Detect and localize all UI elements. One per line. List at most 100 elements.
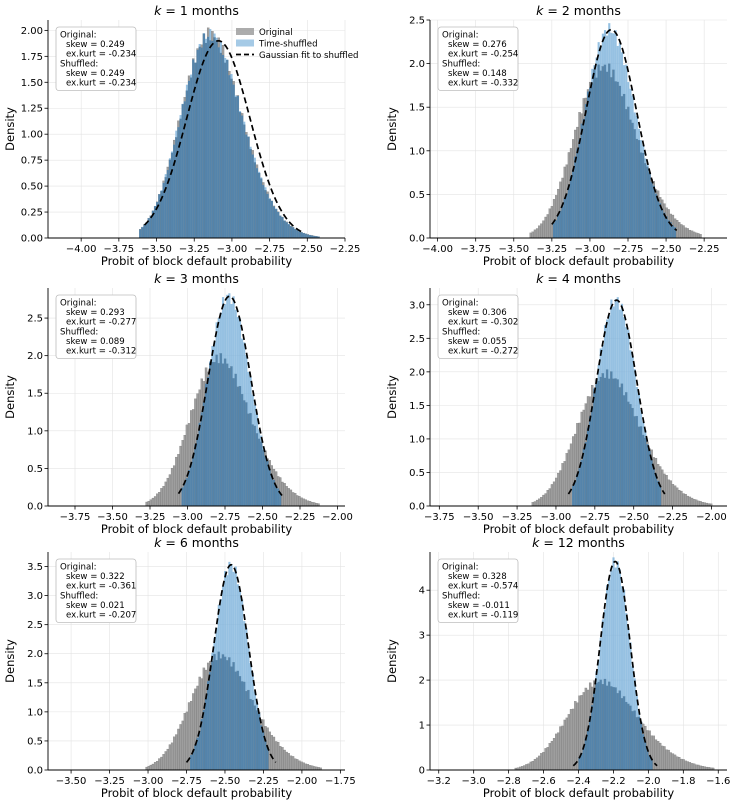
overlap-bar xyxy=(211,40,214,238)
original-bar xyxy=(661,745,664,771)
original-bar xyxy=(546,214,549,239)
overlap-bar xyxy=(260,178,263,238)
gaussian-fit-line xyxy=(567,299,666,495)
overlap-bar xyxy=(209,672,212,770)
original-bar xyxy=(538,225,541,239)
overlap-bar xyxy=(217,363,220,506)
overlap-bar xyxy=(188,80,191,238)
original-bar xyxy=(557,472,560,507)
overlap-bar xyxy=(656,199,660,238)
overlap-bar xyxy=(158,194,161,238)
legend-entry: Original xyxy=(259,28,293,38)
overlap-bar xyxy=(253,162,256,238)
overlap-bar xyxy=(663,212,666,238)
overlap-bar xyxy=(196,49,199,238)
original-bar xyxy=(576,702,579,771)
overlap-bar xyxy=(601,373,604,506)
original-bar xyxy=(540,753,543,771)
shuffled-bar xyxy=(234,566,237,770)
overlap-bar xyxy=(247,413,250,506)
overlap-bar xyxy=(618,690,621,770)
original-bar xyxy=(162,754,165,771)
original-bar xyxy=(678,489,681,507)
x-tick-label: −3.75 xyxy=(104,244,135,255)
overlap-bar xyxy=(565,193,568,238)
overlap-bar xyxy=(637,716,641,770)
original-bar xyxy=(145,501,148,507)
chart-panel-3: −3.75 −3.50 −3.25 −3.00 −2.75 −2.50 −2.25 −2.00… xyxy=(3,271,353,536)
original-bar xyxy=(535,757,539,771)
overlap-bar xyxy=(294,229,297,238)
overlap-bar xyxy=(194,62,197,238)
original-bar xyxy=(527,763,530,771)
x-tick-label: −3.00 xyxy=(217,244,248,255)
overlap-bar xyxy=(595,77,598,238)
original-bar xyxy=(572,708,575,771)
overlap-bar xyxy=(236,386,239,506)
y-tick-label: 0.5 xyxy=(27,736,43,747)
stats-line: skew = 0.249 xyxy=(66,40,125,50)
original-bar xyxy=(544,216,547,239)
x-tick-label: −3.50 xyxy=(498,244,529,255)
overlap-bar xyxy=(620,698,624,770)
original-bar xyxy=(518,766,522,771)
original-bar xyxy=(287,488,290,507)
y-tick-label: 0.0 xyxy=(27,502,43,513)
overlap-bar xyxy=(661,209,664,238)
original-bar xyxy=(569,709,573,771)
overlap-bar xyxy=(557,215,560,238)
overlap-bar xyxy=(228,657,231,770)
overlap-bar xyxy=(234,671,237,770)
overlap-bar xyxy=(614,687,617,770)
original-bar xyxy=(175,456,178,507)
stats-line: skew = 0.249 xyxy=(66,69,125,79)
overlap-bar xyxy=(266,193,269,238)
stats-line: ex.kurt = -0.312 xyxy=(66,347,136,357)
shuffled-bar xyxy=(610,570,613,770)
original-bar xyxy=(304,499,307,507)
original-bar xyxy=(671,753,675,771)
original-bar xyxy=(690,230,694,239)
original-bar xyxy=(548,488,552,507)
y-axis-label: Density xyxy=(3,107,17,151)
overlap-bar xyxy=(274,485,278,506)
overlap-bar xyxy=(591,83,594,239)
y-tick-label: 2.0 xyxy=(409,367,425,378)
overlap-bar xyxy=(255,710,259,770)
overlap-bar xyxy=(262,449,265,506)
y-tick-label: 0.5 xyxy=(409,468,425,479)
y-tick-label: 0.25 xyxy=(21,208,43,219)
original-bar xyxy=(170,742,174,771)
original-bar xyxy=(703,502,706,507)
original-bar xyxy=(678,222,681,239)
shuffled-bar xyxy=(606,584,609,770)
y-axis-label: Density xyxy=(385,639,399,683)
overlap-bar xyxy=(249,413,252,506)
original-bar xyxy=(283,483,286,507)
x-tick-label: −3.00 xyxy=(541,512,572,523)
original-bar xyxy=(688,229,692,239)
stats-line: Shuffled: xyxy=(60,59,98,69)
x-tick-label: −3.2 xyxy=(427,776,451,787)
overlap-bar xyxy=(625,109,628,238)
overlap-bar xyxy=(623,94,626,239)
overlap-bar xyxy=(589,416,592,506)
x-tick-label: −2.75 xyxy=(254,244,285,255)
original-bar xyxy=(168,474,172,507)
original-bar xyxy=(552,481,556,507)
overlap-bar xyxy=(160,191,163,238)
x-tick-label: −3.00 xyxy=(575,244,606,255)
overlap-bar xyxy=(578,756,581,770)
overlap-bar xyxy=(599,679,602,770)
overlap-bar xyxy=(578,139,581,238)
original-bar xyxy=(699,501,702,507)
overlap-bar xyxy=(646,166,649,238)
original-bar xyxy=(533,501,537,507)
original-bar xyxy=(686,228,689,239)
overlap-bar xyxy=(243,124,246,238)
overlap-bar xyxy=(232,84,235,238)
overlap-bar xyxy=(646,748,649,770)
original-bar xyxy=(688,762,692,771)
original-bar xyxy=(684,227,687,239)
overlap-bar xyxy=(221,54,225,239)
